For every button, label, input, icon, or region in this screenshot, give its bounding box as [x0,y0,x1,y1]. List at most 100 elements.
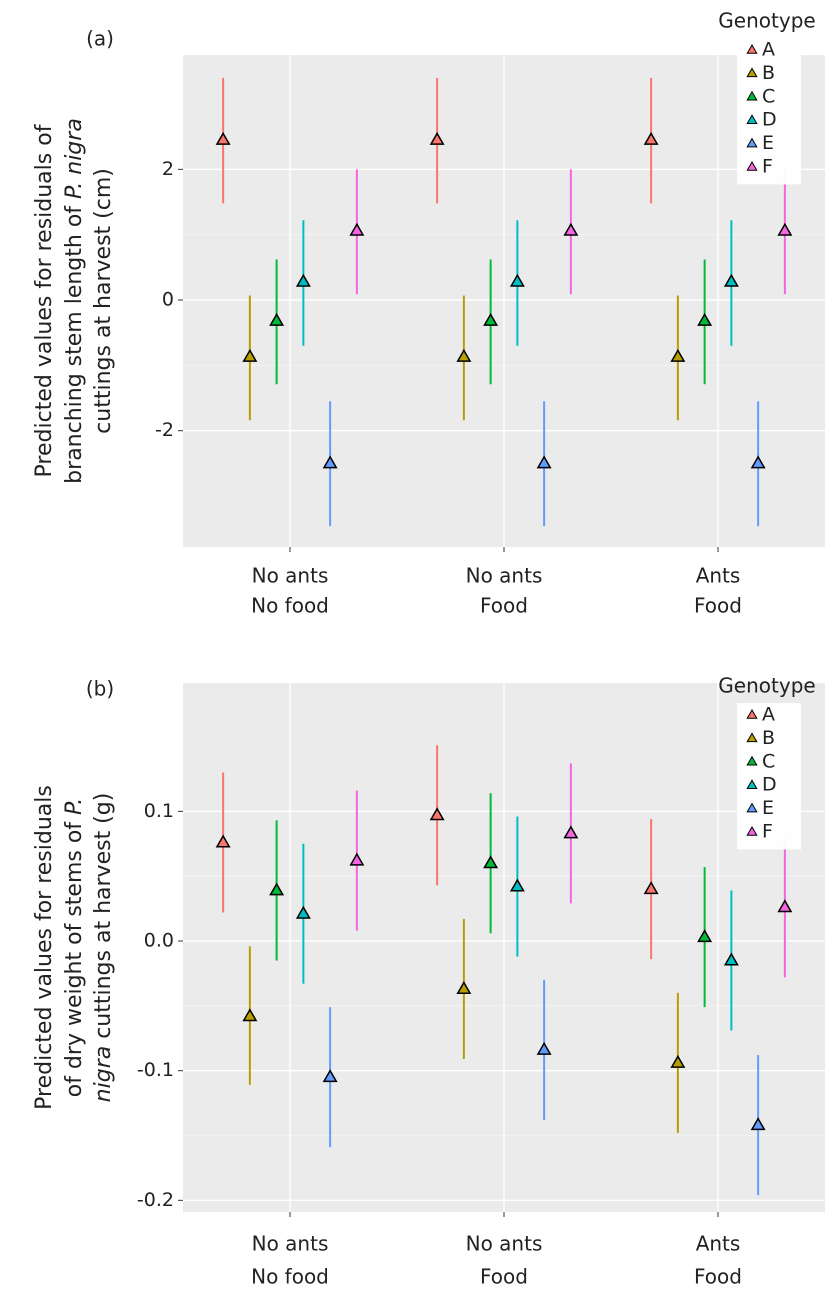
legend-title: Genotype [718,9,815,33]
legend-label: C [762,750,775,772]
point [295,273,311,287]
panel: -0.2 -0.1 0.0 0.1 No ants No food No ants Food A… [32,674,825,1289]
y-axis-label-part: Predicted values for residuals of [32,123,57,477]
legend-marker [746,732,758,743]
point [242,348,258,362]
point [723,952,739,966]
point [509,273,525,287]
point [269,312,285,326]
x-tick-label: Food [480,594,528,618]
point [269,882,285,896]
y-tick-label: 2 [162,158,174,180]
point [456,348,472,362]
point [750,1117,766,1131]
y-axis-label-part: P. [62,798,87,815]
point [670,1054,686,1068]
x-tick-label: No food [251,594,329,618]
legend-title: Genotype [718,674,815,698]
legend-label: F [762,156,773,178]
point [322,455,338,469]
legend-background [737,38,801,185]
x-tick-label: Ants [696,564,741,588]
point [429,131,445,145]
x-tick-label: No food [251,1265,329,1289]
point [563,825,579,839]
panel: -2 0 2 No ants No food No ants Food Ants Food (a)… [32,9,825,618]
legend-label: D [762,109,777,131]
y-tick-label: 0.0 [144,930,174,952]
legend-marker [746,160,758,171]
point [483,855,499,869]
point [456,980,472,994]
legend-marker [746,137,758,148]
point [349,852,365,866]
legend-marker [746,90,758,101]
point [483,312,499,326]
legend-marker [746,779,758,789]
legend-label: D [762,774,777,796]
point [295,905,311,919]
y-axis-label-part: cuttings at harvest (cm) [91,168,116,434]
panel-label: (b) [86,677,114,701]
point [670,348,686,362]
x-tick-label: No ants [252,1232,329,1256]
legend-label: C [762,85,775,107]
x-tick-label: No ants [466,564,543,588]
y-tick-label: 0 [162,289,174,311]
y-axis-label: of dry weight of stems of P. [62,798,87,1098]
y-axis-label-part: branching stem length of [62,199,87,484]
x-tick-label: No ants [466,1232,543,1256]
legend-marker [746,755,758,766]
x-tick-label: Food [694,594,742,618]
x-tick-label: Ants [696,1232,741,1256]
legend-marker [746,43,758,54]
point [536,1041,552,1055]
y-axis-label: nigra cuttings at harvest (g) [91,793,116,1103]
legend-label: A [762,704,775,726]
y-axis-label: Predicted values for residuals [32,785,57,1110]
y-axis-label-part: cuttings at harvest (g) [91,793,116,1046]
point [563,222,579,236]
y-tick-label: -0.2 [137,1189,174,1211]
point [536,455,552,469]
y-axis-label: branching stem length of P. nigra [62,118,87,484]
legend-background [737,703,801,850]
y-axis-label-part: of dry weight of stems of [62,815,87,1097]
legend-marker [746,708,758,719]
point [215,834,231,848]
point [643,131,659,145]
panel-label: (a) [86,27,114,51]
legend-label: E [762,132,774,154]
point [723,273,739,287]
y-tick-label: -2 [155,419,174,441]
point [509,878,525,892]
point [777,899,793,913]
y-axis-label-part: nigra [91,1046,116,1103]
legend-label: A [762,39,775,61]
point [697,929,713,943]
point [429,807,445,821]
y-axis-label: Predicted values for residuals of [32,123,57,477]
legend-marker [746,114,758,124]
legend-marker [746,825,758,836]
point [777,222,793,236]
x-tick-label: No ants [252,564,329,588]
point [322,1069,338,1083]
legend-label: B [762,62,775,84]
legend-label: B [762,727,775,749]
point [643,881,659,895]
y-axis-label: cuttings at harvest (cm) [91,168,116,434]
y-tick-label: -0.1 [137,1059,174,1081]
legend-marker [746,67,758,78]
point [242,1008,258,1022]
legend-marker [746,802,758,813]
y-axis-label-part: Predicted values for residuals [32,785,57,1110]
y-axis-label-part: P. nigra [62,118,87,199]
point [215,131,231,145]
point [697,312,713,326]
x-tick-label: Food [480,1265,528,1289]
x-tick-label: Food [694,1265,742,1289]
y-tick-label: 0.1 [144,800,174,822]
point [349,222,365,236]
